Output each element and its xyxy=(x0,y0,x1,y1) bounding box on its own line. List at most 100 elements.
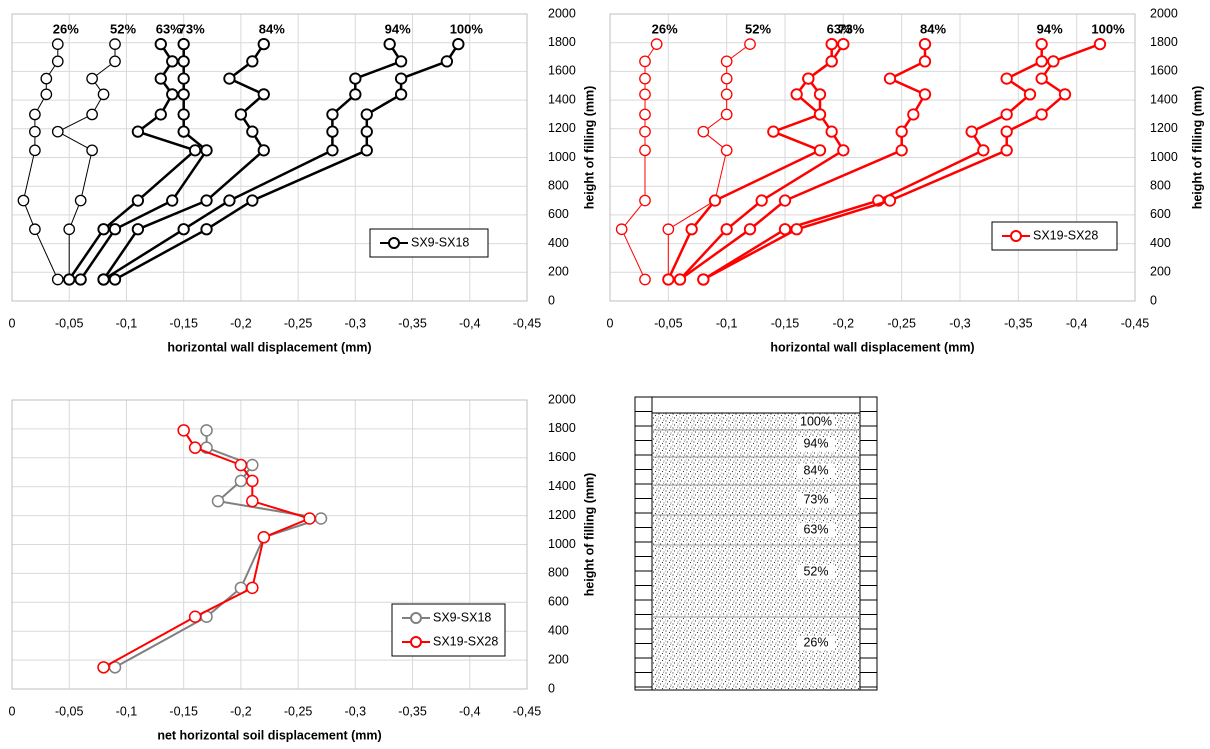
data-point xyxy=(63,273,76,286)
stage-label: 100% xyxy=(450,21,484,36)
legend-label: SX19-SX28 xyxy=(1033,228,1098,242)
y-tick-label: 0 xyxy=(1150,293,1157,307)
data-point xyxy=(965,125,978,138)
plot-border xyxy=(11,13,528,302)
data-point xyxy=(109,55,121,68)
legend-label: SX9-SX18 xyxy=(433,610,491,624)
data-point xyxy=(825,125,838,138)
data-point xyxy=(74,194,87,207)
y-tick-label: 400 xyxy=(1150,236,1171,250)
x-tick-label: -0,1 xyxy=(116,316,138,330)
data-point xyxy=(200,194,213,207)
x-tick-label: -0,05 xyxy=(55,316,84,330)
layer-label-bg xyxy=(797,437,835,451)
stage-label: 94% xyxy=(1037,21,1063,36)
data-point xyxy=(86,108,98,121)
y-tick-label: 400 xyxy=(548,623,569,637)
plot-border xyxy=(11,399,528,690)
y-tick-label: 2000 xyxy=(548,392,576,406)
series-line xyxy=(102,43,266,281)
series-line xyxy=(679,44,927,281)
data-point xyxy=(86,72,98,85)
x-tick-label: -0,3 xyxy=(345,316,367,330)
x-tick-label: -0,3 xyxy=(345,704,367,718)
data-point xyxy=(360,125,373,138)
layer-label: 73% xyxy=(803,492,828,506)
y-tick-label: 1000 xyxy=(548,537,576,551)
data-point xyxy=(743,223,757,236)
data-point xyxy=(177,72,190,85)
data-point xyxy=(639,108,651,121)
y-tick-label: 400 xyxy=(548,236,569,250)
x-tick-label: -0,15 xyxy=(169,316,198,330)
data-point xyxy=(662,273,675,286)
stage-label: 52% xyxy=(110,21,136,36)
x-axis-title: horizontal wall displacement (mm) xyxy=(770,340,974,354)
y-tick-label: 1400 xyxy=(548,479,576,493)
data-point xyxy=(63,223,76,236)
y-tick-label: 600 xyxy=(1150,207,1171,221)
data-point xyxy=(977,144,990,157)
data-point xyxy=(813,108,827,121)
data-point xyxy=(1035,108,1048,121)
chart: 0 -0,05 -0,1 -0,15 -0,2 -0,25 -0,3 -0,35 -0,4 -0,… xyxy=(9,392,597,742)
data-point xyxy=(883,194,897,207)
y-tick-label: 1000 xyxy=(548,150,576,164)
data-point xyxy=(440,55,454,68)
data-point xyxy=(314,512,328,525)
x-tick-label: -0,25 xyxy=(284,704,313,718)
data-point xyxy=(97,88,110,101)
data-point xyxy=(188,610,202,623)
data-point xyxy=(188,441,202,454)
x-tick-label: -0,35 xyxy=(1004,316,1033,330)
series-line xyxy=(103,429,311,669)
y-tick-label: 600 xyxy=(548,207,569,221)
data-point xyxy=(326,108,339,121)
x-tick-label: -0,4 xyxy=(459,704,481,718)
data-point xyxy=(790,223,803,236)
x-tick-label: -0,4 xyxy=(1066,316,1088,330)
y-tick-label: 200 xyxy=(548,265,569,279)
data-point xyxy=(918,37,932,51)
data-point xyxy=(200,424,213,437)
data-point xyxy=(223,72,236,85)
data-point xyxy=(29,223,41,236)
data-point xyxy=(639,144,651,157)
data-point xyxy=(246,194,259,207)
data-point xyxy=(131,125,145,138)
y-tick-label: 1400 xyxy=(548,92,576,106)
y-tick-label: 800 xyxy=(1150,178,1171,192)
x-tick-label: -0,45 xyxy=(1121,316,1150,330)
data-point xyxy=(1000,144,1013,157)
series-line xyxy=(667,43,751,280)
data-point xyxy=(177,37,190,51)
data-point xyxy=(394,55,408,68)
x-tick-label: 0 xyxy=(9,316,16,330)
stage-label: 84% xyxy=(259,21,285,36)
stage-label: 73% xyxy=(179,21,205,36)
data-point xyxy=(639,125,651,138)
data-point xyxy=(1093,37,1107,51)
data-point xyxy=(109,38,121,50)
x-tick-label: -0,15 xyxy=(169,704,198,718)
data-point xyxy=(200,223,213,236)
x-tick-label: -0,05 xyxy=(654,316,683,330)
data-point xyxy=(223,194,236,207)
data-point xyxy=(1035,55,1048,68)
layer-label-bg xyxy=(797,523,835,537)
data-point xyxy=(1047,55,1060,68)
data-point xyxy=(51,38,64,50)
layer-label: 100% xyxy=(800,414,832,428)
data-point xyxy=(97,273,110,286)
layer-label: 63% xyxy=(803,522,828,536)
data-point xyxy=(97,223,110,236)
outer-frame xyxy=(634,396,878,691)
y-tick-label: 1200 xyxy=(1150,121,1178,135)
data-point xyxy=(188,144,202,157)
data-point xyxy=(1000,108,1013,121)
y-axis-title: height of filling (mm) xyxy=(1190,86,1204,210)
data-point xyxy=(883,72,897,85)
legend-label: SX9-SX18 xyxy=(411,235,469,249)
data-point xyxy=(200,144,213,157)
y-tick-label: 2000 xyxy=(1150,6,1178,20)
